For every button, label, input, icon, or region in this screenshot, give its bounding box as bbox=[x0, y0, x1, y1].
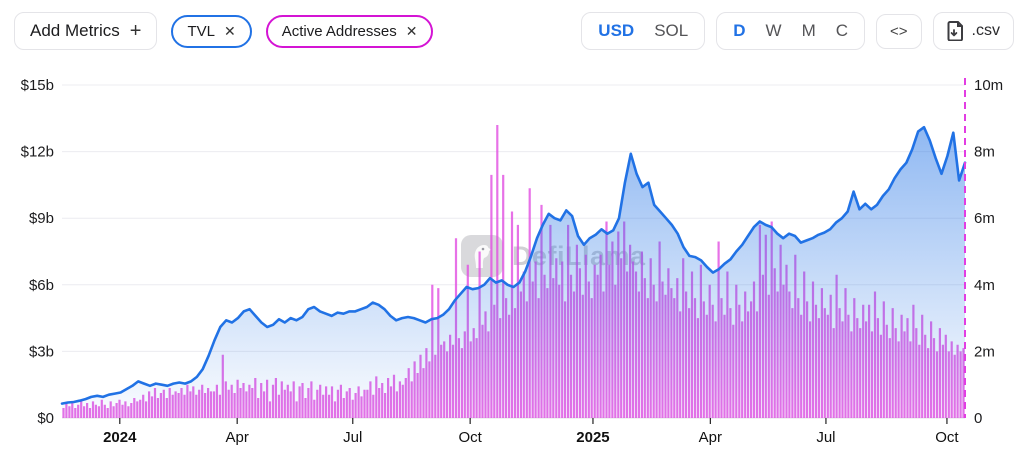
interval-option-c[interactable]: C bbox=[835, 21, 849, 40]
code-brackets-icon: <> bbox=[890, 22, 908, 40]
right-axis-label: 0 bbox=[974, 410, 982, 427]
left-axis-label: $6b bbox=[29, 277, 54, 294]
right-axis-label: 6m bbox=[974, 210, 995, 227]
metric-chip-tvl-label: TVL bbox=[187, 22, 215, 40]
file-download-icon bbox=[947, 21, 965, 41]
csv-label: .csv bbox=[971, 22, 1000, 39]
embed-code-button[interactable]: <> bbox=[876, 13, 922, 49]
metric-chip-active-addresses-label: Active Addresses bbox=[281, 22, 397, 40]
toolbar: Add Metrics + TVL ✕ Active Addresses ✕ U… bbox=[0, 0, 1024, 58]
right-axis-label: 10m bbox=[974, 77, 1003, 94]
plus-icon: + bbox=[129, 20, 142, 42]
left-axis-label: $0 bbox=[37, 410, 54, 427]
right-axis-label: 8m bbox=[974, 144, 995, 161]
metric-chip-tvl[interactable]: TVL ✕ bbox=[171, 14, 252, 48]
interval-option-d[interactable]: D bbox=[733, 21, 746, 40]
close-icon[interactable]: ✕ bbox=[405, 22, 418, 39]
x-axis-label: Oct bbox=[458, 429, 482, 446]
metric-chip-active-addresses[interactable]: Active Addresses ✕ bbox=[265, 14, 434, 48]
x-axis-label: Oct bbox=[935, 429, 959, 446]
left-axis-label: $12b bbox=[21, 144, 54, 161]
toolbar-right: USD SOL D W M C <> .csv bbox=[581, 12, 1014, 50]
x-axis-label: Jul bbox=[816, 429, 835, 446]
left-axis-label: $3b bbox=[29, 343, 54, 360]
close-icon[interactable]: ✕ bbox=[223, 22, 236, 39]
currency-toggle: USD SOL bbox=[581, 12, 706, 50]
interval-option-m[interactable]: M bbox=[801, 21, 816, 40]
right-axis-label: 2m bbox=[974, 343, 995, 360]
x-axis-label: Apr bbox=[699, 429, 722, 446]
interval-option-w[interactable]: W bbox=[765, 21, 782, 40]
left-axis-label: $9b bbox=[29, 210, 54, 227]
x-axis: 2024 Apr Jul Oct 2025 Apr Jul Oct bbox=[103, 418, 959, 446]
tvl-area bbox=[62, 127, 965, 418]
add-metrics-label: Add Metrics bbox=[30, 21, 120, 40]
tvl-line bbox=[60, 125, 967, 405]
x-axis-label: Apr bbox=[226, 429, 249, 446]
x-axis-label: 2024 bbox=[103, 429, 137, 446]
chart-canvas[interactable]: $0 $3b $6b $9b $12b $15b 0 2m 4m 6m 8m 10m 2024 Apr Ju… bbox=[0, 58, 1024, 465]
x-axis-label: 2025 bbox=[576, 429, 609, 446]
interval-toggle: D W M C bbox=[716, 12, 866, 50]
chart-area: DefiLlama $0$3b$6b$9b$12b$15b02m4m6m8m10… bbox=[0, 58, 1024, 465]
add-metrics-button[interactable]: Add Metrics + bbox=[14, 12, 158, 50]
metric-chips: TVL ✕ Active Addresses ✕ bbox=[171, 14, 434, 48]
right-axis-label: 4m bbox=[974, 277, 995, 294]
currency-option-sol[interactable]: SOL bbox=[654, 21, 689, 40]
download-csv-button[interactable]: .csv bbox=[932, 12, 1014, 50]
x-axis-label: Jul bbox=[343, 429, 362, 446]
left-axis-label: $15b bbox=[21, 77, 54, 94]
currency-option-usd[interactable]: USD bbox=[598, 21, 635, 40]
